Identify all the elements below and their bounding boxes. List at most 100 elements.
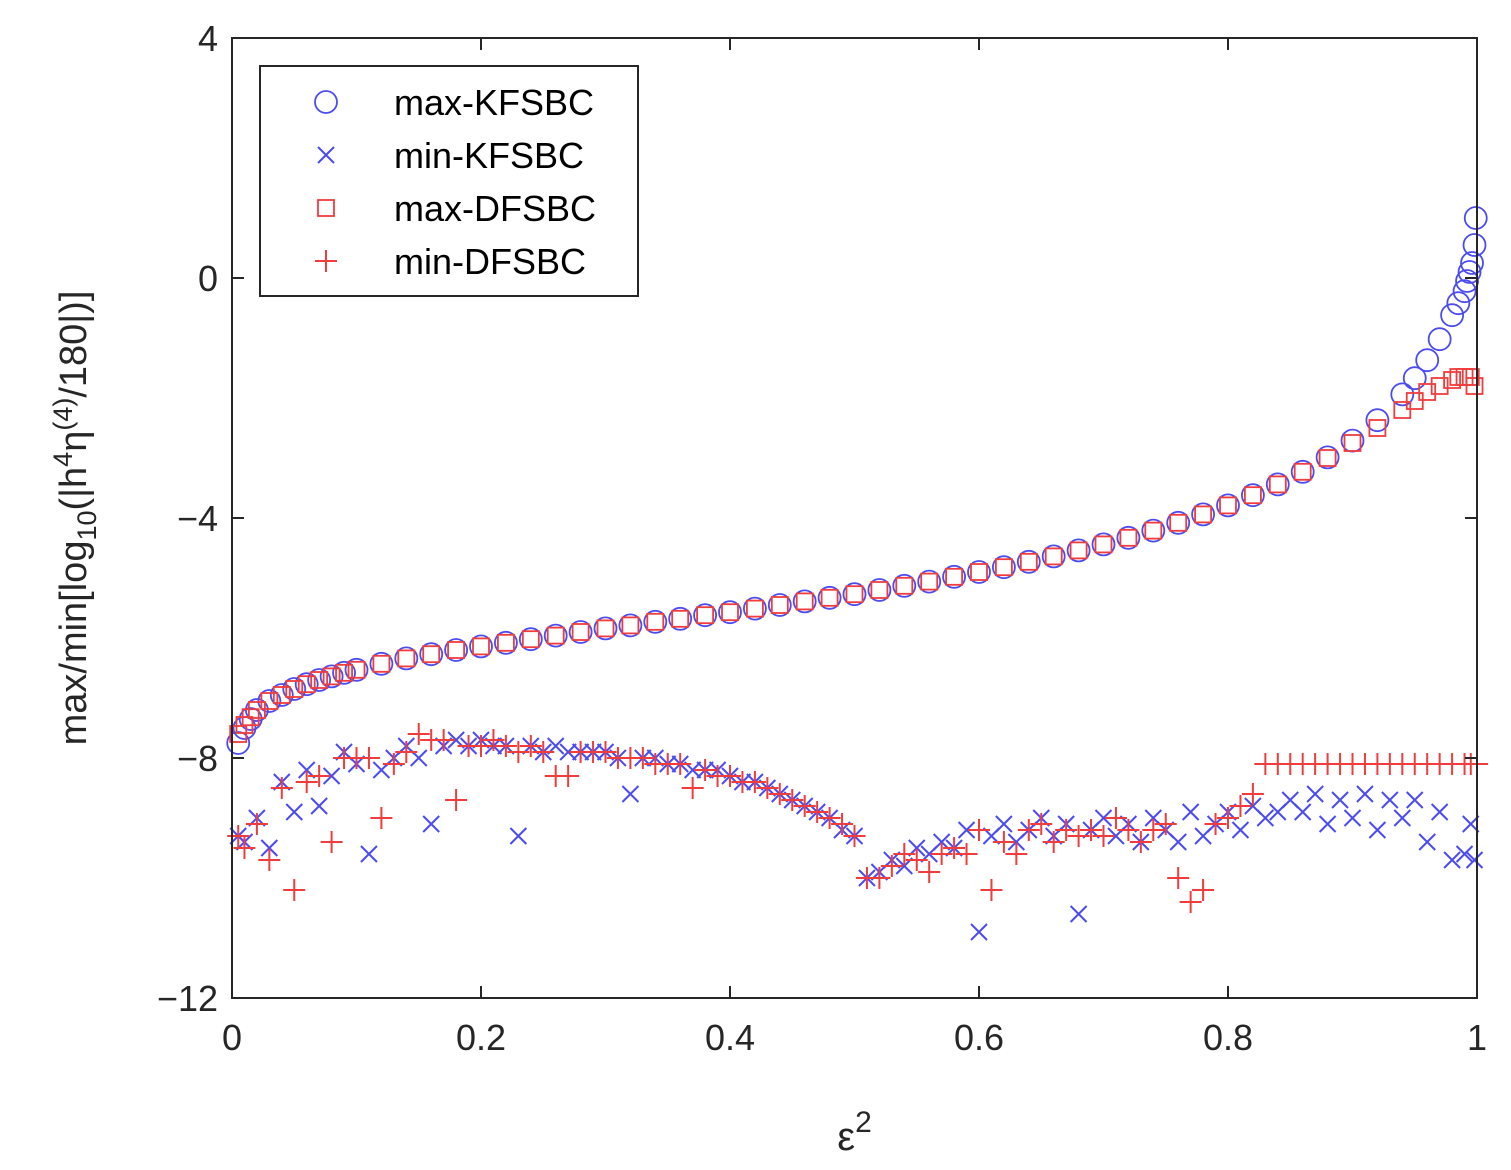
max-KFSBC-point xyxy=(344,657,369,682)
min-DFSBC-point xyxy=(681,777,704,799)
min-DFSBC-point xyxy=(1167,867,1190,889)
max-DFSBC-point xyxy=(995,558,1013,577)
max-KFSBC-point xyxy=(817,585,842,610)
max-KFSBC-point xyxy=(226,731,251,755)
max-DFSBC-point xyxy=(845,585,864,604)
max-KFSBC-point xyxy=(1216,493,1240,518)
max-DFSBC-point xyxy=(1094,535,1113,554)
min-KFSBC-point xyxy=(970,923,988,941)
min-DFSBC-point xyxy=(631,747,654,769)
min-DFSBC-point xyxy=(594,741,617,763)
min-KFSBC-point xyxy=(1443,851,1461,869)
min-DFSBC-point xyxy=(1017,819,1040,841)
min-KFSBC-point xyxy=(1306,785,1324,803)
max-KFSBC-point xyxy=(842,582,867,607)
max-KFSBC-point xyxy=(718,600,742,625)
min-DFSBC-point xyxy=(1129,831,1152,853)
max-KFSBC-point xyxy=(419,642,444,667)
max-DFSBC-point xyxy=(285,680,304,698)
axis-ticks: 0 0.2 0.4 0.6 0.8 1 −12 −8 −4 0 4 xyxy=(157,18,1487,1058)
min-DFSBC-point xyxy=(843,825,866,847)
min-KFSBC-point xyxy=(360,845,378,863)
min-KFSBC-point xyxy=(621,785,640,803)
min-DFSBC-point xyxy=(494,735,517,757)
max-DFSBC-point xyxy=(721,603,739,622)
max-DFSBC-point xyxy=(322,667,341,686)
min-KFSBC-point xyxy=(1406,791,1424,809)
max-DFSBC-point xyxy=(1461,368,1480,386)
max-KFSBC-point xyxy=(294,672,319,697)
min-DFSBC-point xyxy=(1005,843,1028,865)
min-KFSBC-point xyxy=(1318,815,1337,833)
max-KFSBC-point xyxy=(668,606,693,631)
min-DFSBC-point xyxy=(943,837,966,859)
max-DFSBC-point xyxy=(671,609,690,628)
min-KFSBC-point xyxy=(559,743,577,761)
max-KFSBC-point xyxy=(1241,483,1265,508)
min-DFSBC-point xyxy=(1104,807,1127,829)
max-KFSBC-point xyxy=(1016,549,1041,574)
max-KFSBC-point xyxy=(307,668,332,692)
max-KFSBC-point xyxy=(693,603,717,628)
max-DFSBC-point xyxy=(895,576,914,595)
max-DFSBC-point xyxy=(310,671,329,689)
min-DFSBC-point xyxy=(818,807,841,829)
max-KFSBC-point xyxy=(1440,303,1464,328)
max-DFSBC-point xyxy=(870,581,889,599)
min-DFSBC-point xyxy=(1217,807,1239,829)
min-DFSBC-point xyxy=(1229,795,1252,817)
min-KFSBC-point xyxy=(1094,809,1113,827)
y-tick-label: −8 xyxy=(177,738,218,779)
min-DFSBC-point xyxy=(1080,819,1103,841)
max-DFSBC-point xyxy=(1044,547,1063,566)
min-DFSBC-point xyxy=(308,765,331,787)
max-DFSBC-point xyxy=(347,660,366,679)
y-axis-label-suffix: /180|)] xyxy=(53,291,95,398)
min-DFSBC-point xyxy=(806,801,829,823)
max-DFSBC-point xyxy=(1405,392,1424,410)
max-KFSBC-point xyxy=(942,564,966,589)
max-KFSBC-point xyxy=(643,609,668,634)
max-DFSBC-point xyxy=(1219,496,1237,515)
min-DFSBC-point xyxy=(407,723,430,745)
max-KFSBC-point xyxy=(1191,502,1215,527)
max-DFSBC-point xyxy=(1194,505,1212,524)
max-DFSBC-point xyxy=(820,588,839,607)
min-DFSBC-point xyxy=(395,741,418,763)
max-KFSBC-point xyxy=(593,616,618,641)
min-DFSBC-point xyxy=(283,879,306,901)
legend: max-KFSBC min-KFSBC max-DFSBC min-DFSBC xyxy=(259,65,639,297)
min-KFSBC-point xyxy=(1465,851,1484,869)
max-KFSBC-point xyxy=(1265,472,1290,497)
series-max-DFSBC xyxy=(229,368,1484,743)
legend-marker-min-DFSBC xyxy=(315,250,337,272)
max-DFSBC-point xyxy=(596,619,615,638)
y-axis-label-sup1: 4 xyxy=(48,452,78,467)
y-tick-label: 0 xyxy=(198,258,218,299)
min-KFSBC-point xyxy=(1368,821,1387,839)
max-KFSBC-point xyxy=(1365,408,1390,433)
max-KFSBC-point xyxy=(1390,382,1415,407)
min-DFSBC-point xyxy=(445,789,468,811)
min-KFSBC-point xyxy=(995,815,1013,833)
max-KFSBC-point xyxy=(1116,525,1141,550)
max-DFSBC-point xyxy=(335,663,353,682)
max-KFSBC-point xyxy=(1290,459,1315,484)
max-KFSBC-point xyxy=(1457,260,1482,284)
min-KFSBC-point xyxy=(509,827,528,845)
min-KFSBC-point xyxy=(1393,809,1412,827)
min-DFSBC-point xyxy=(320,831,343,853)
min-DFSBC-point xyxy=(992,831,1015,853)
min-DFSBC-point xyxy=(1154,813,1177,835)
min-DFSBC-point xyxy=(793,795,816,817)
legend-marker-max-DFSBC xyxy=(317,199,335,217)
max-KFSBC-point xyxy=(332,660,356,685)
max-KFSBC-point xyxy=(743,596,767,621)
max-KFSBC-point xyxy=(917,569,942,594)
max-DFSBC-point xyxy=(472,637,490,656)
min-KFSBC-point xyxy=(322,767,341,785)
min-DFSBC-point xyxy=(968,819,990,841)
max-DFSBC-point xyxy=(1119,528,1138,547)
min-DFSBC-point xyxy=(507,741,530,763)
min-DFSBC-point xyxy=(432,729,455,751)
